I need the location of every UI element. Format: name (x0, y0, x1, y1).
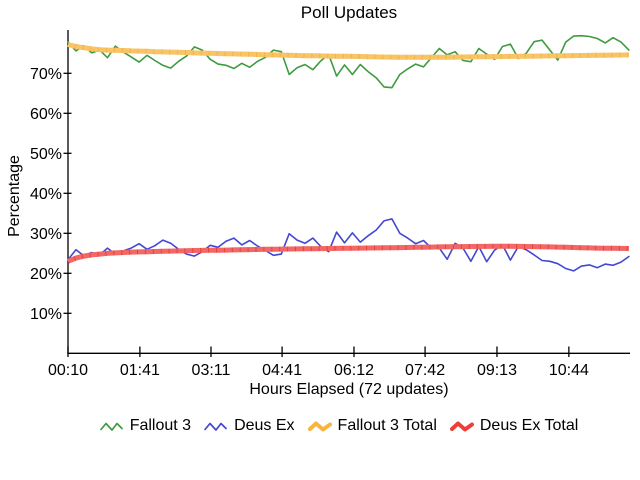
x-axis-tick-label: 07:42 (405, 362, 445, 379)
legend-item-deus-ex-total: Deus Ex Total (449, 417, 579, 435)
legend-item-fallout-3: Fallout 3 (99, 417, 192, 435)
y-axis-tick-label: 10% (30, 306, 62, 323)
y-axis-tick-label: 50% (30, 146, 62, 163)
x-axis-tick-label: 04:41 (262, 362, 302, 379)
legend-label-deus-ex-total: Deus Ex Total (479, 417, 579, 434)
legend-zigzag-icon (99, 422, 123, 431)
y-axis-tick-label: 40% (30, 186, 62, 203)
legend-label-deus-ex: Deus Ex (234, 417, 295, 434)
y-axis-tick-label: 70% (30, 66, 62, 83)
chart-title: Poll Updates (300, 3, 398, 22)
series-line-deus-ex-total (67, 243, 629, 264)
y-axis-tick-label: 30% (30, 226, 62, 243)
legend-zigzag-icon (204, 422, 227, 431)
x-axis-tick-label: 09:13 (477, 362, 517, 379)
legend-zigzag-icon (307, 421, 332, 431)
series-line-fallout-3 (67, 34, 630, 89)
x-axis-tick-label: 10:44 (549, 362, 589, 379)
legend-item-fallout-3-total: Fallout 3 Total (307, 417, 437, 435)
y-axis-tick-label: 60% (30, 106, 62, 123)
legend-zigzag-icon (449, 421, 474, 431)
x-axis-title: Hours Elapsed (72 updates) (249, 381, 449, 398)
series-line-fallout-3-total (67, 42, 629, 60)
legend: Fallout 3 Deus Ex Fallout 3 Total Deus Ex T… (48, 417, 630, 435)
x-axis-tick-label: 03:11 (192, 362, 231, 379)
x-axis-tick-label: 01:41 (120, 362, 160, 379)
legend-label-fallout-3: Fallout 3 (129, 417, 192, 434)
legend-label-fallout-3-total: Fallout 3 Total (337, 417, 437, 434)
series-line-seams-deus-ex-total (67, 243, 629, 264)
series-line-deus-ex (67, 218, 630, 272)
legend-item-deus-ex: Deus Ex (204, 417, 295, 435)
x-axis-tick-label: 00:10 (48, 362, 88, 379)
x-axis-tick-label: 06:12 (334, 362, 374, 379)
y-axis-tick-label: 20% (30, 266, 62, 283)
series-line-seams-fallout-3-total (67, 42, 629, 60)
y-axis-title: Percentage (6, 155, 23, 237)
